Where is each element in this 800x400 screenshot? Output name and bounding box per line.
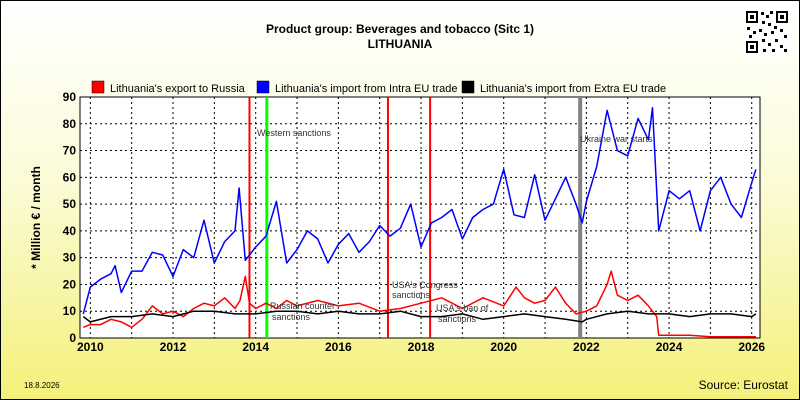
x-tick-label: 2018: [408, 340, 435, 354]
annotation-label: USA's ban of: [436, 303, 489, 313]
x-tick-label: 2024: [656, 340, 683, 354]
x-tick-label: 2010: [77, 340, 104, 354]
x-tick-label: 2012: [160, 340, 187, 354]
chart-date: 18.8.2026: [24, 381, 60, 390]
legend-swatch: [91, 80, 105, 94]
y-tick-label: 70: [63, 144, 77, 158]
y-tick-label: 20: [63, 277, 77, 291]
y-tick-label: 80: [63, 117, 77, 131]
x-tick-label: 2014: [242, 340, 269, 354]
series-line: [82, 106, 757, 315]
y-tick-label: 0: [69, 331, 76, 345]
y-tick-label: 50: [63, 197, 77, 211]
annotation-label: Russian counter: [270, 301, 335, 311]
y-tick-label: 90: [63, 90, 77, 104]
legend-swatch: [256, 80, 270, 94]
x-tick-label: 2016: [325, 340, 352, 354]
x-tick-label: 2020: [490, 340, 517, 354]
y-tick-label: 10: [63, 304, 77, 318]
event-label: USA's Congress: [392, 280, 458, 290]
legend-label: Lithuania's import from Intra EU trade: [275, 83, 457, 95]
event-label: Ukraine war starts: [580, 134, 653, 144]
legend-label: Lithuania's export to Russia: [110, 83, 246, 95]
y-tick-label: 30: [63, 251, 77, 265]
x-tick-label: 2026: [738, 340, 765, 354]
legend-swatch: [461, 80, 475, 94]
chart-subtitle: LITHUANIA: [367, 37, 433, 51]
chart-title: Product group: Beverages and tobacco (Si…: [265, 22, 535, 36]
annotation-label: sanctions: [438, 314, 477, 324]
qr-code-icon: [744, 9, 790, 55]
y-axis-label: * Million € / month: [29, 166, 43, 269]
event-label: sanctions: [392, 290, 431, 300]
y-tick-label: 40: [63, 224, 77, 238]
legend-label: Lithuania's import from Extra EU trade: [480, 83, 666, 95]
x-tick-label: 2022: [573, 340, 600, 354]
series-line: [83, 270, 756, 338]
annotation-label: sanctions: [272, 312, 311, 322]
series-line: [82, 310, 757, 323]
y-tick-label: 60: [63, 170, 77, 184]
event-label: Western sanctions: [257, 128, 331, 138]
source-label: Source: Eurostat: [698, 378, 788, 392]
